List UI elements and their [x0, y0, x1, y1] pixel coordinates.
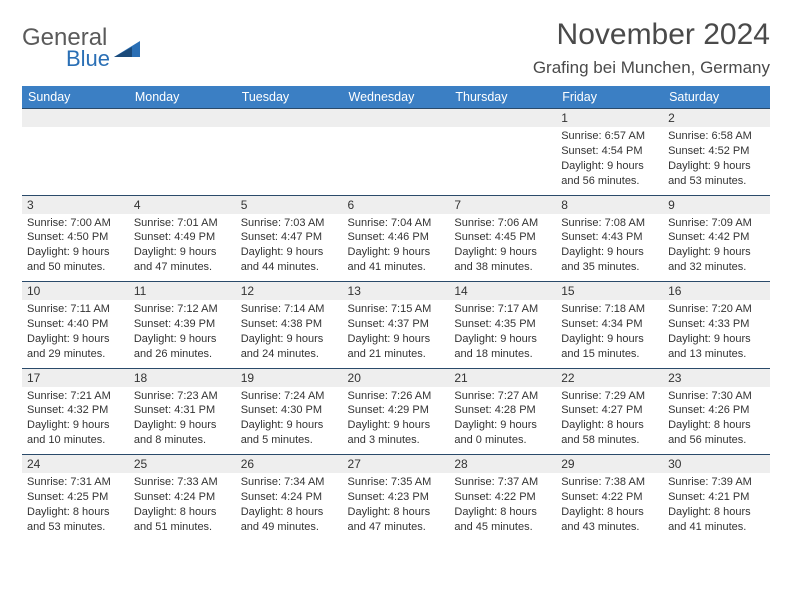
- day-number-cell: 29: [556, 455, 663, 474]
- day-number-cell: [343, 109, 450, 128]
- day-content-cell: [129, 127, 236, 195]
- day-number-cell: 9: [663, 195, 770, 214]
- day-number-cell: 20: [343, 368, 450, 387]
- day-content-cell: Sunrise: 7:18 AMSunset: 4:34 PMDaylight:…: [556, 300, 663, 368]
- day-number-cell: 8: [556, 195, 663, 214]
- day-number-cell: 24: [22, 455, 129, 474]
- day-content-cell: Sunrise: 7:00 AMSunset: 4:50 PMDaylight:…: [22, 214, 129, 282]
- day-number-cell: [22, 109, 129, 128]
- day-content-cell: Sunrise: 7:26 AMSunset: 4:29 PMDaylight:…: [343, 387, 450, 455]
- day-content-row: Sunrise: 6:57 AMSunset: 4:54 PMDaylight:…: [22, 127, 770, 195]
- logo-triangle-icon: [114, 39, 140, 61]
- day-content-cell: Sunrise: 7:06 AMSunset: 4:45 PMDaylight:…: [449, 214, 556, 282]
- day-content-cell: Sunrise: 7:23 AMSunset: 4:31 PMDaylight:…: [129, 387, 236, 455]
- day-number-cell: 27: [343, 455, 450, 474]
- day-number-cell: 18: [129, 368, 236, 387]
- weekday-header: Sunday: [22, 86, 129, 109]
- day-content-cell: Sunrise: 7:27 AMSunset: 4:28 PMDaylight:…: [449, 387, 556, 455]
- day-number-cell: 21: [449, 368, 556, 387]
- day-content-cell: Sunrise: 7:31 AMSunset: 4:25 PMDaylight:…: [22, 473, 129, 541]
- day-content-cell: Sunrise: 7:08 AMSunset: 4:43 PMDaylight:…: [556, 214, 663, 282]
- day-number-cell: 23: [663, 368, 770, 387]
- day-content-cell: Sunrise: 7:29 AMSunset: 4:27 PMDaylight:…: [556, 387, 663, 455]
- day-content-cell: Sunrise: 7:37 AMSunset: 4:22 PMDaylight:…: [449, 473, 556, 541]
- weekday-header: Thursday: [449, 86, 556, 109]
- day-content-cell: Sunrise: 6:57 AMSunset: 4:54 PMDaylight:…: [556, 127, 663, 195]
- brand-logo: General Blue: [22, 18, 140, 72]
- day-content-cell: Sunrise: 7:21 AMSunset: 4:32 PMDaylight:…: [22, 387, 129, 455]
- day-content-cell: Sunrise: 7:01 AMSunset: 4:49 PMDaylight:…: [129, 214, 236, 282]
- day-number-cell: 6: [343, 195, 450, 214]
- weekday-header-row: Sunday Monday Tuesday Wednesday Thursday…: [22, 86, 770, 109]
- day-number-cell: 7: [449, 195, 556, 214]
- day-number-cell: 15: [556, 282, 663, 301]
- day-content-cell: Sunrise: 7:35 AMSunset: 4:23 PMDaylight:…: [343, 473, 450, 541]
- day-content-cell: Sunrise: 7:24 AMSunset: 4:30 PMDaylight:…: [236, 387, 343, 455]
- day-number-row: 24252627282930: [22, 455, 770, 474]
- day-content-cell: Sunrise: 7:33 AMSunset: 4:24 PMDaylight:…: [129, 473, 236, 541]
- day-number-cell: 30: [663, 455, 770, 474]
- day-content-cell: Sunrise: 7:03 AMSunset: 4:47 PMDaylight:…: [236, 214, 343, 282]
- day-content-cell: [22, 127, 129, 195]
- day-content-cell: [343, 127, 450, 195]
- day-number-cell: 5: [236, 195, 343, 214]
- day-number-cell: 16: [663, 282, 770, 301]
- brand-blue: Blue: [66, 46, 110, 72]
- day-number-cell: [129, 109, 236, 128]
- day-content-cell: Sunrise: 7:14 AMSunset: 4:38 PMDaylight:…: [236, 300, 343, 368]
- day-content-row: Sunrise: 7:31 AMSunset: 4:25 PMDaylight:…: [22, 473, 770, 541]
- calendar-table: Sunday Monday Tuesday Wednesday Thursday…: [22, 86, 770, 541]
- calendar-page: General Blue November 2024 Grafing bei M…: [0, 0, 792, 559]
- weekday-header: Saturday: [663, 86, 770, 109]
- month-title: November 2024: [533, 18, 770, 52]
- day-number-row: 17181920212223: [22, 368, 770, 387]
- day-number-cell: 14: [449, 282, 556, 301]
- day-content-cell: Sunrise: 7:38 AMSunset: 4:22 PMDaylight:…: [556, 473, 663, 541]
- day-number-row: 10111213141516: [22, 282, 770, 301]
- day-content-row: Sunrise: 7:00 AMSunset: 4:50 PMDaylight:…: [22, 214, 770, 282]
- page-header: General Blue November 2024 Grafing bei M…: [22, 18, 770, 78]
- title-block: November 2024 Grafing bei Munchen, Germa…: [533, 18, 770, 78]
- day-number-cell: 2: [663, 109, 770, 128]
- day-content-cell: Sunrise: 7:12 AMSunset: 4:39 PMDaylight:…: [129, 300, 236, 368]
- day-number-cell: [449, 109, 556, 128]
- day-number-cell: 25: [129, 455, 236, 474]
- day-content-cell: Sunrise: 7:30 AMSunset: 4:26 PMDaylight:…: [663, 387, 770, 455]
- day-number-row: 3456789: [22, 195, 770, 214]
- day-content-cell: Sunrise: 7:34 AMSunset: 4:24 PMDaylight:…: [236, 473, 343, 541]
- weekday-header: Wednesday: [343, 86, 450, 109]
- day-content-row: Sunrise: 7:21 AMSunset: 4:32 PMDaylight:…: [22, 387, 770, 455]
- day-number-cell: 13: [343, 282, 450, 301]
- day-number-cell: 28: [449, 455, 556, 474]
- day-content-cell: [236, 127, 343, 195]
- weekday-header: Tuesday: [236, 86, 343, 109]
- day-content-cell: Sunrise: 6:58 AMSunset: 4:52 PMDaylight:…: [663, 127, 770, 195]
- day-number-cell: 17: [22, 368, 129, 387]
- day-number-cell: 19: [236, 368, 343, 387]
- day-content-cell: [449, 127, 556, 195]
- day-content-cell: Sunrise: 7:20 AMSunset: 4:33 PMDaylight:…: [663, 300, 770, 368]
- day-number-cell: 1: [556, 109, 663, 128]
- day-content-cell: Sunrise: 7:15 AMSunset: 4:37 PMDaylight:…: [343, 300, 450, 368]
- day-content-cell: Sunrise: 7:17 AMSunset: 4:35 PMDaylight:…: [449, 300, 556, 368]
- day-content-cell: Sunrise: 7:04 AMSunset: 4:46 PMDaylight:…: [343, 214, 450, 282]
- day-number-cell: 4: [129, 195, 236, 214]
- day-number-cell: [236, 109, 343, 128]
- day-number-cell: 12: [236, 282, 343, 301]
- day-number-cell: 22: [556, 368, 663, 387]
- weekday-header: Monday: [129, 86, 236, 109]
- day-content-cell: Sunrise: 7:39 AMSunset: 4:21 PMDaylight:…: [663, 473, 770, 541]
- day-number-cell: 10: [22, 282, 129, 301]
- day-content-row: Sunrise: 7:11 AMSunset: 4:40 PMDaylight:…: [22, 300, 770, 368]
- weekday-header: Friday: [556, 86, 663, 109]
- day-number-row: 12: [22, 109, 770, 128]
- location-label: Grafing bei Munchen, Germany: [533, 58, 770, 78]
- day-content-cell: Sunrise: 7:09 AMSunset: 4:42 PMDaylight:…: [663, 214, 770, 282]
- day-number-cell: 3: [22, 195, 129, 214]
- day-content-cell: Sunrise: 7:11 AMSunset: 4:40 PMDaylight:…: [22, 300, 129, 368]
- day-number-cell: 11: [129, 282, 236, 301]
- day-number-cell: 26: [236, 455, 343, 474]
